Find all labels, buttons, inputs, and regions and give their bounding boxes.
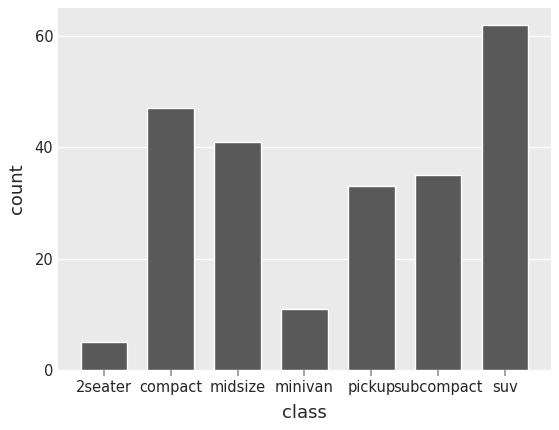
Bar: [214, 142, 261, 370]
X-axis label: class: class: [282, 404, 327, 422]
Y-axis label: count: count: [8, 164, 26, 215]
Bar: [80, 342, 127, 370]
Bar: [281, 309, 328, 370]
Bar: [481, 25, 528, 370]
Bar: [348, 186, 395, 370]
Bar: [415, 175, 462, 370]
Bar: [148, 108, 194, 370]
